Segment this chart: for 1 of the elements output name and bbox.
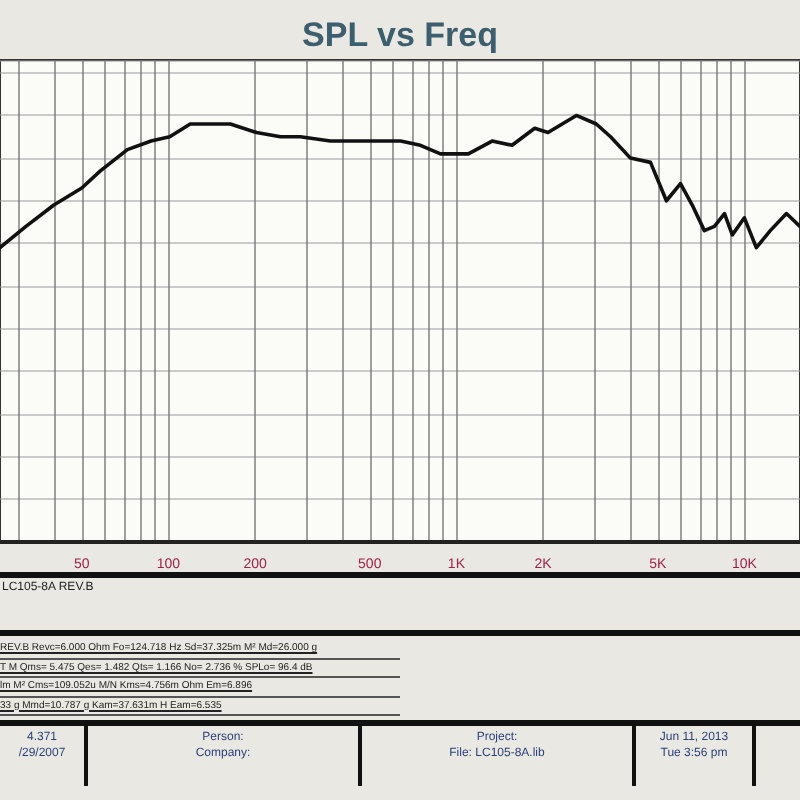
chart-title: SPL vs Freq (302, 16, 498, 54)
